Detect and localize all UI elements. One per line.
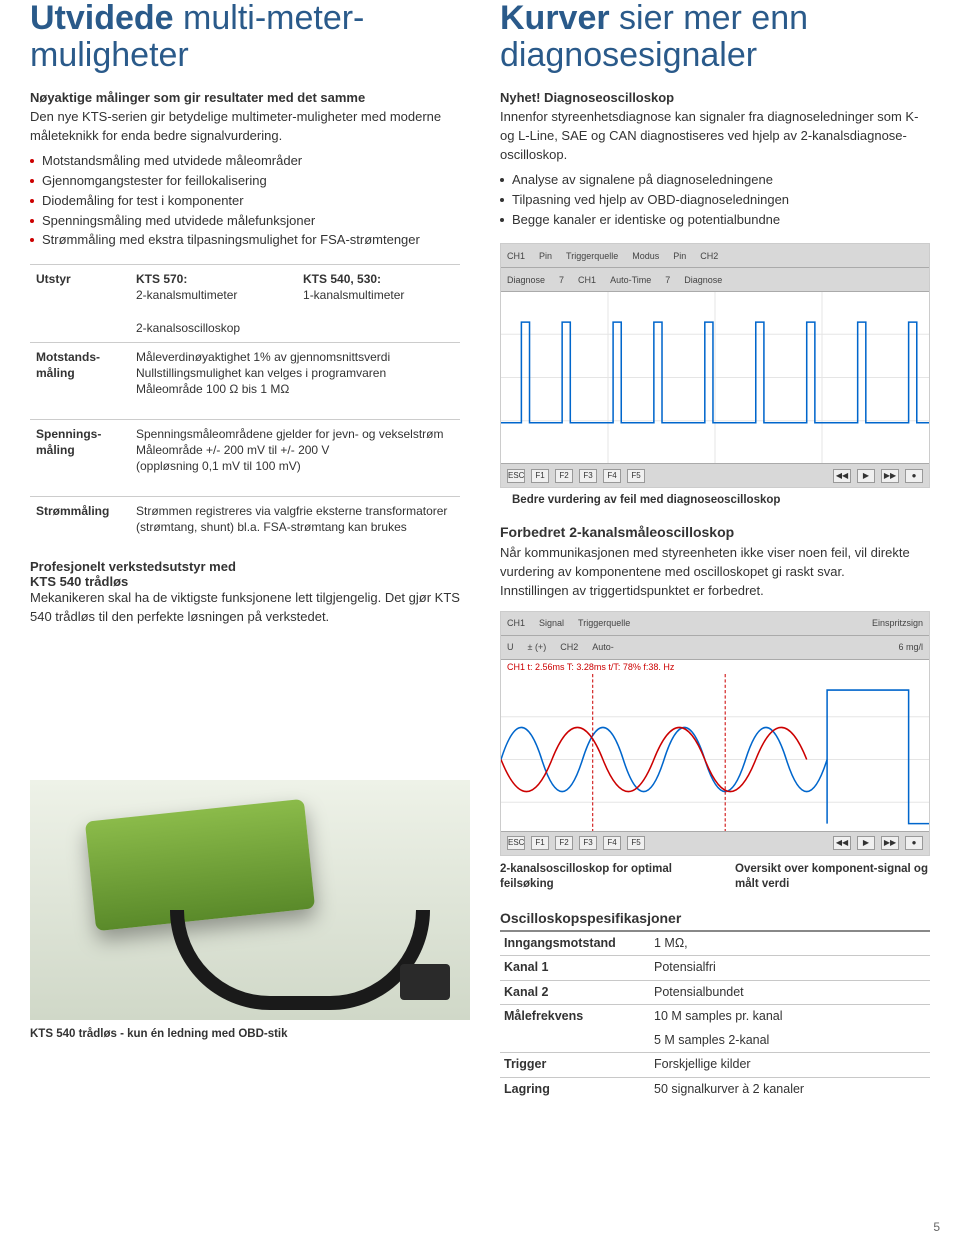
left-subhead2: KTS 540 trådløs (30, 574, 460, 589)
bullet-item: Strømmåling med ekstra tilpasningsmuligh… (30, 231, 460, 250)
bullet-item: Analyse av signalene på diagnoseledninge… (500, 171, 930, 190)
osc-spec-table: Inngangsmotstand1 MΩ, Kanal 1Potensialfr… (500, 930, 930, 1102)
product-photo (30, 780, 470, 1020)
bullet-item: Tilpasning ved hjelp av OBD-diagnoseledn… (500, 191, 930, 210)
bullet-item: Gjennomgangstester for feillokalisering (30, 172, 460, 191)
oscilloscope-screenshot-2: CH1 Signal Triggerquelle Einspritzsign U… (500, 611, 930, 856)
page-number: 5 (933, 1220, 940, 1234)
left-lead: Nøyaktige målinger som gir resultater me… (30, 89, 460, 107)
right-lead: Nyhet! Diagnoseoscilloskop (500, 89, 930, 107)
right-subhead: Forbedret 2-kanalsmåleoscilloskop (500, 524, 930, 540)
bullet-item: Diodemåling for test i komponenter (30, 192, 460, 211)
right-title: Kurver sier mer enn diagnosesignaler (500, 0, 930, 75)
right-bullets: Analyse av signalene på diagnoseledninge… (500, 171, 930, 230)
left-title: Utvidede multi-meter-muligheter (30, 0, 460, 75)
bullet-item: Begge kanaler er identiske og potentialb… (500, 211, 930, 230)
product-photo-caption: KTS 540 trådløs - kun én ledning med OBD… (0, 1028, 500, 1040)
oscilloscope-screenshot-1: CH1 Pin Triggerquelle Modus Pin CH2 Diag… (500, 243, 930, 488)
spec-table: Utstyr KTS 570: 2-kanalsmultimeter 2-kan… (30, 264, 460, 541)
right-subbody: Når kommunikasjonen med styreenheten ikk… (500, 544, 930, 601)
bullet-item: Motstandsmåling med utvidede måleområder (30, 152, 460, 171)
bullet-item: Spenningsmåling med utvidede målefunksjo… (30, 212, 460, 231)
left-intro: Den nye KTS-serien gir betydelige multim… (30, 108, 460, 146)
left-subhead1: Profesjonelt verkstedsutstyr med (30, 559, 460, 574)
left-subbody: Mekanikeren skal ha de viktigste funksjo… (30, 589, 460, 627)
scope2-captions: 2-kanalsoscilloskop for optimal feilsøki… (500, 862, 930, 892)
scope1-caption: Bedre vurdering av feil med diagnoseosci… (500, 494, 930, 506)
left-bullets: Motstandsmåling med utvidede måleområder… (30, 152, 460, 250)
osc-spec-head: Oscilloskopspesifikasjoner (500, 910, 930, 926)
right-intro: Innenfor styreenhetsdiagnose kan signale… (500, 108, 930, 165)
